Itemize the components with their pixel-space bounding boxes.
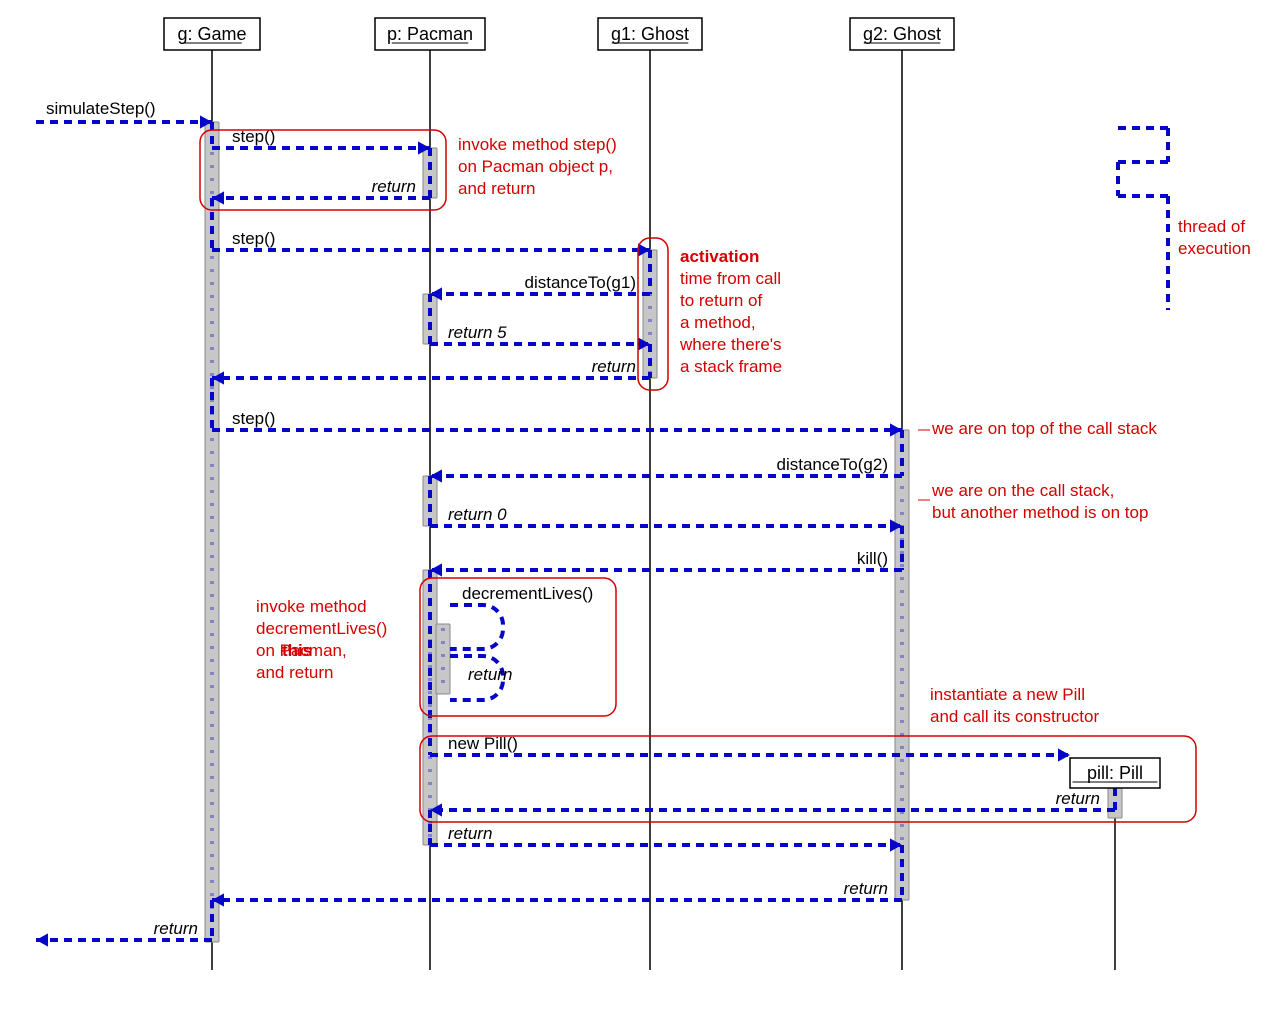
svg-text:distanceTo(g2): distanceTo(g2) <box>776 455 888 474</box>
svg-text:g1: Ghost: g1: Ghost <box>611 24 689 44</box>
svg-text:invoke method step(): invoke method step() <box>458 135 617 154</box>
sequence-diagram: g: Game p: Pacman g1: Ghost g2: Ghost pill: … <box>0 0 1280 1009</box>
svg-text:instantiate a new Pill: instantiate a new Pill <box>930 685 1085 704</box>
svg-text:we are on the call stack,: we are on the call stack, <box>931 481 1114 500</box>
svg-text:to return of: to return of <box>680 291 762 310</box>
svg-text:g2: Ghost: g2: Ghost <box>863 24 941 44</box>
svg-text:return: return <box>372 177 416 196</box>
svg-text:return: return <box>592 357 636 376</box>
svg-text:p: Pacman: p: Pacman <box>387 24 473 44</box>
svg-text:return: return <box>844 879 888 898</box>
svg-text:thread of: thread of <box>1178 217 1245 236</box>
svg-text:step(): step() <box>232 229 275 248</box>
svg-text:and return: and return <box>458 179 536 198</box>
svg-text:new Pill(): new Pill() <box>448 734 518 753</box>
svg-text:we are on top of the call stac: we are on top of the call stack <box>931 419 1157 438</box>
svg-text:and call its constructor: and call its constructor <box>930 707 1099 726</box>
svg-text:pill: Pill: pill: Pill <box>1087 763 1143 783</box>
svg-text:execution: execution <box>1178 239 1251 258</box>
svg-text:a stack frame: a stack frame <box>680 357 782 376</box>
svg-text:decrementLives(): decrementLives() <box>256 619 387 638</box>
svg-text:return 0: return 0 <box>448 505 507 524</box>
svg-text:a method,: a method, <box>680 313 756 332</box>
svg-text:decrementLives(): decrementLives() <box>462 584 593 603</box>
svg-text:but another method is on top: but another method is on top <box>932 503 1148 522</box>
svg-text:g: Game: g: Game <box>177 24 246 44</box>
svg-text:and return: and return <box>256 663 334 682</box>
svg-text:time from call: time from call <box>680 269 781 288</box>
svg-text:distanceTo(g1): distanceTo(g1) <box>524 273 636 292</box>
svg-text:kill(): kill() <box>857 549 888 568</box>
svg-text:return: return <box>468 665 512 684</box>
svg-text:this: this <box>282 641 312 660</box>
svg-text:simulateStep(): simulateStep() <box>46 99 156 118</box>
svg-text:where there's: where there's <box>679 335 782 354</box>
svg-text:return: return <box>448 824 492 843</box>
svg-text:invoke method: invoke method <box>256 597 367 616</box>
svg-text:activation: activation <box>680 247 759 266</box>
svg-text:on Pacman object p,: on Pacman object p, <box>458 157 613 176</box>
svg-text:step(): step() <box>232 409 275 428</box>
svg-text:return: return <box>1056 789 1100 808</box>
svg-text:return: return <box>154 919 198 938</box>
svg-text:return 5: return 5 <box>448 323 507 342</box>
